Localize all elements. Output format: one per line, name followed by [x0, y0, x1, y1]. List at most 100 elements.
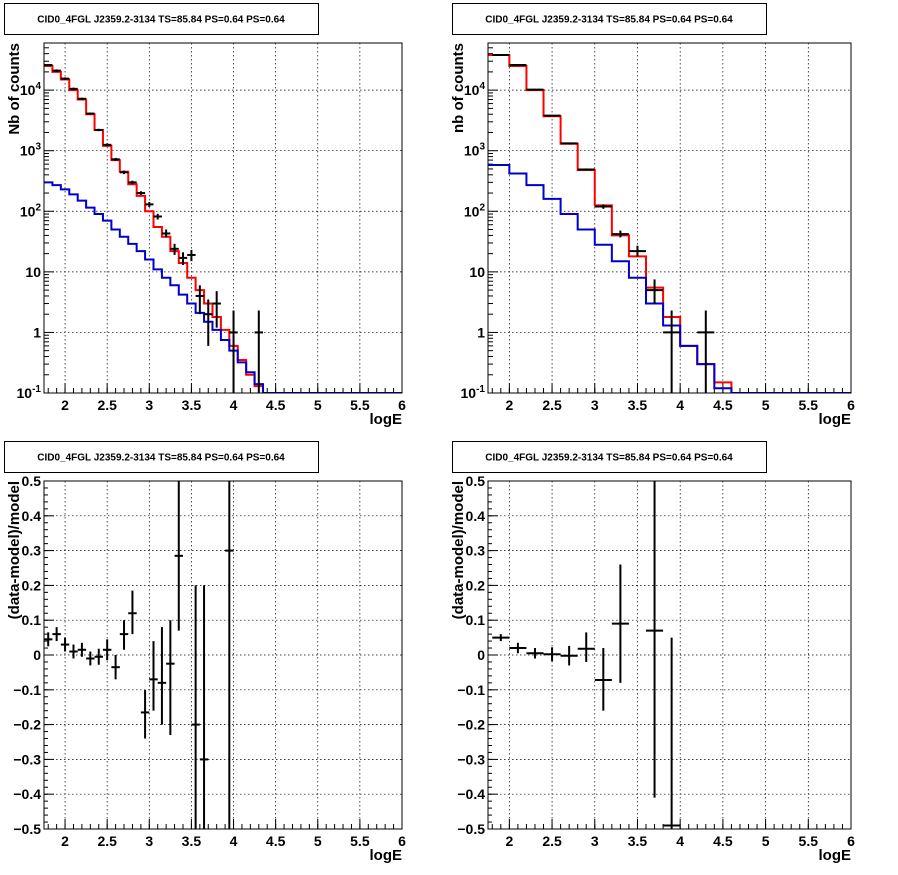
- data-point: [594, 204, 612, 209]
- y-tick-label: −0.2: [457, 717, 485, 733]
- data-point: [199, 585, 209, 829]
- model-total-histogram: [488, 54, 851, 393]
- y-tick-label: 10-1: [17, 384, 42, 401]
- data-point: [44, 632, 53, 647]
- x-tick-label: 2: [505, 833, 513, 849]
- y-tick-label: 0.3: [466, 543, 486, 559]
- model-source-histogram: [44, 181, 402, 393]
- y-tick-label: −0.5: [457, 821, 485, 837]
- data-point: [94, 648, 103, 665]
- panel-title: CID0_4FGL J2359.2-3134 TS=85.84 PS=0.64 …: [37, 15, 285, 26]
- data-point: [69, 644, 78, 659]
- panel-4: CID0_4FGL J2359.2-3134 TS=85.84 PS=0.64 …: [450, 441, 855, 864]
- y-tick-label: −0.3: [457, 751, 485, 767]
- x-tick-label: 3.5: [628, 833, 648, 849]
- x-tick-label: 4.5: [266, 397, 286, 413]
- y-tick-label: 102: [464, 202, 486, 219]
- y-tick-label: 0: [477, 647, 485, 663]
- title-box: [4, 3, 319, 35]
- data-point: [611, 564, 629, 683]
- x-tick-label: 2: [505, 397, 513, 413]
- y-tick-label: 102: [20, 202, 42, 219]
- data-point: [149, 641, 158, 711]
- data-point: [161, 229, 171, 238]
- x-tick-label: 3: [145, 397, 153, 413]
- data-point: [69, 87, 78, 91]
- y-tick-label: 0.4: [22, 508, 42, 524]
- panel-2: CID0_4FGL J2359.2-3134 TS=85.84 PS=0.64 …: [450, 3, 855, 428]
- data-point: [195, 285, 205, 315]
- x-axis-title: logE: [370, 411, 403, 428]
- x-tick-label: 3.5: [628, 397, 648, 413]
- y-tick-label: 0.1: [466, 612, 486, 628]
- x-tick-label: 2.5: [97, 397, 117, 413]
- x-tick-label: 4.5: [713, 833, 733, 849]
- data-point: [204, 299, 213, 346]
- y-tick-label: −0.3: [13, 751, 41, 767]
- y-tick-label: 0.2: [466, 577, 486, 593]
- data-point: [52, 627, 61, 642]
- y-tick-label: 0.4: [466, 508, 486, 524]
- y-tick-label: 0.1: [22, 612, 42, 628]
- x-tick-label: 4: [230, 833, 238, 849]
- data-point: [663, 637, 681, 829]
- data-point: [157, 627, 167, 725]
- x-tick-label: 4: [230, 397, 238, 413]
- data-point: [543, 114, 561, 117]
- data-point: [128, 590, 137, 635]
- y-tick-label: 1: [33, 324, 41, 340]
- data-point: [646, 481, 664, 798]
- y-tick-label: 0: [33, 647, 41, 663]
- data-point: [111, 157, 120, 161]
- y-tick-label: −0.5: [13, 821, 41, 837]
- data-point: [697, 310, 715, 393]
- data-point: [577, 632, 595, 662]
- plot-frame: [43, 42, 403, 394]
- y-tick-label: 103: [20, 142, 42, 159]
- data-point: [543, 647, 561, 662]
- plot-frame: [487, 480, 852, 830]
- x-tick-label: 2.5: [97, 833, 117, 849]
- data-point: [44, 63, 53, 67]
- panel-title: CID0_4FGL J2359.2-3134 TS=85.84 PS=0.64 …: [485, 453, 733, 464]
- data-point: [594, 648, 612, 711]
- data-point: [492, 54, 510, 57]
- data-point: [102, 143, 112, 147]
- data-point: [111, 655, 120, 680]
- x-tick-label: 5.5: [350, 833, 370, 849]
- panel-3: CID0_4FGL J2359.2-3134 TS=85.84 PS=0.64 …: [4, 441, 406, 864]
- x-tick-label: 3: [591, 833, 599, 849]
- data-point: [178, 252, 188, 265]
- y-tick-label: −0.2: [13, 717, 41, 733]
- y-tick-label: 104: [20, 81, 42, 98]
- data-point: [136, 191, 146, 195]
- x-tick-label: 5: [314, 833, 322, 849]
- y-tick-label: −0.4: [13, 786, 41, 802]
- data-point: [560, 142, 578, 145]
- plot-frame: [487, 42, 852, 394]
- y-tick-label: 103: [464, 142, 486, 159]
- data-point: [119, 620, 129, 650]
- data-point: [509, 642, 527, 654]
- data-point: [145, 202, 154, 207]
- y-tick-label: 104: [464, 81, 486, 98]
- model-source-histogram: [488, 164, 851, 393]
- x-tick-label: 4.5: [266, 833, 286, 849]
- data-point: [187, 249, 196, 262]
- data-point: [153, 213, 162, 220]
- data-point: [577, 168, 595, 171]
- data-point: [526, 648, 544, 659]
- y-tick-label: 10: [25, 264, 41, 280]
- data-point: [174, 481, 183, 631]
- plot-area: [492, 481, 681, 829]
- data-point: [611, 230, 629, 238]
- title-box: [452, 3, 767, 35]
- x-tick-label: 6: [847, 397, 855, 413]
- data-point: [128, 180, 137, 185]
- y-tick-label: 0.5: [466, 473, 486, 489]
- y-tick-label: 1: [477, 324, 485, 340]
- y-axis-title: (data-model)/model: [450, 481, 467, 619]
- data-point: [646, 279, 664, 304]
- x-axis-title: logE: [370, 847, 403, 864]
- x-tick-label: 2: [61, 397, 69, 413]
